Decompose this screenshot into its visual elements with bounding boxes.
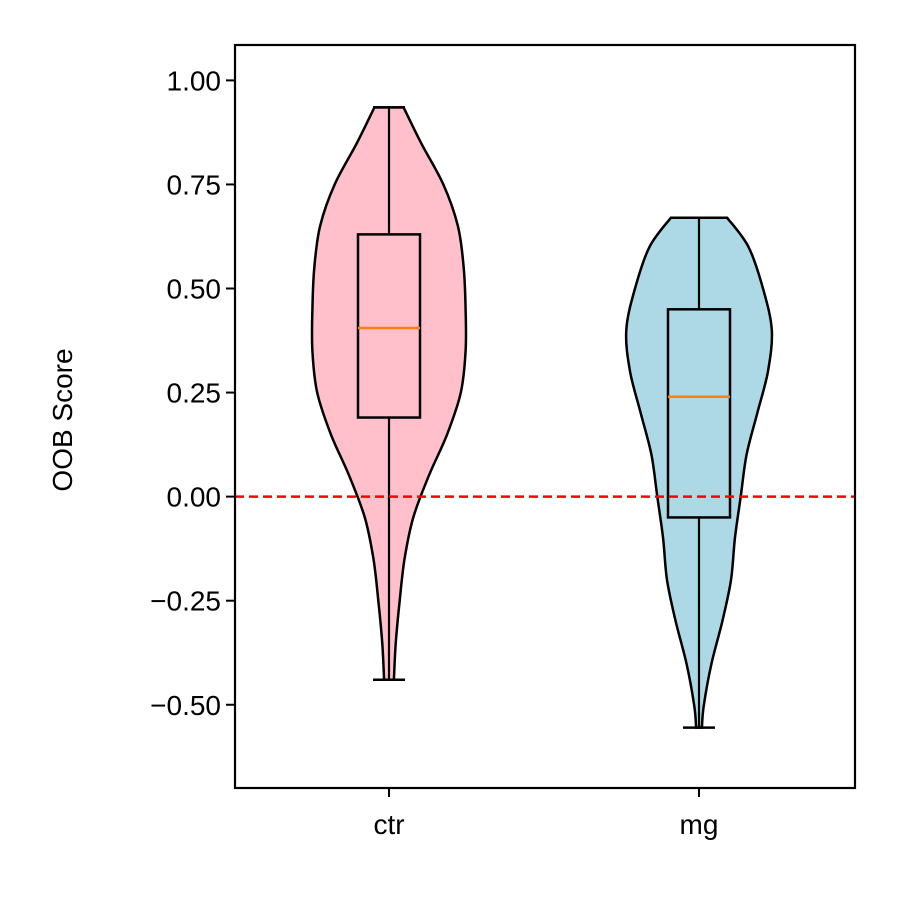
x-tick-label: mg [680, 809, 719, 840]
box-mg [666, 308, 732, 519]
y-tick-label: 0.75 [167, 169, 222, 200]
y-tick-label: 1.00 [167, 65, 222, 96]
plot-area [235, 106, 855, 729]
y-tick-label: 0.50 [167, 274, 222, 305]
x-tick-label: ctr [373, 809, 404, 840]
y-tick-label: 0.00 [167, 482, 222, 513]
box-ctr [356, 233, 422, 419]
y-tick-label: 0.25 [167, 378, 222, 409]
y-tick-label: −0.25 [150, 586, 221, 617]
y-tick-label: −0.50 [150, 690, 221, 721]
y-axis-title: OOB Score [47, 348, 78, 491]
axes: 1.00 0.75 0.50 0.25 0.00 −0.25 −0.50 ctr mg [150, 43, 857, 840]
plot-frame [233, 43, 857, 790]
